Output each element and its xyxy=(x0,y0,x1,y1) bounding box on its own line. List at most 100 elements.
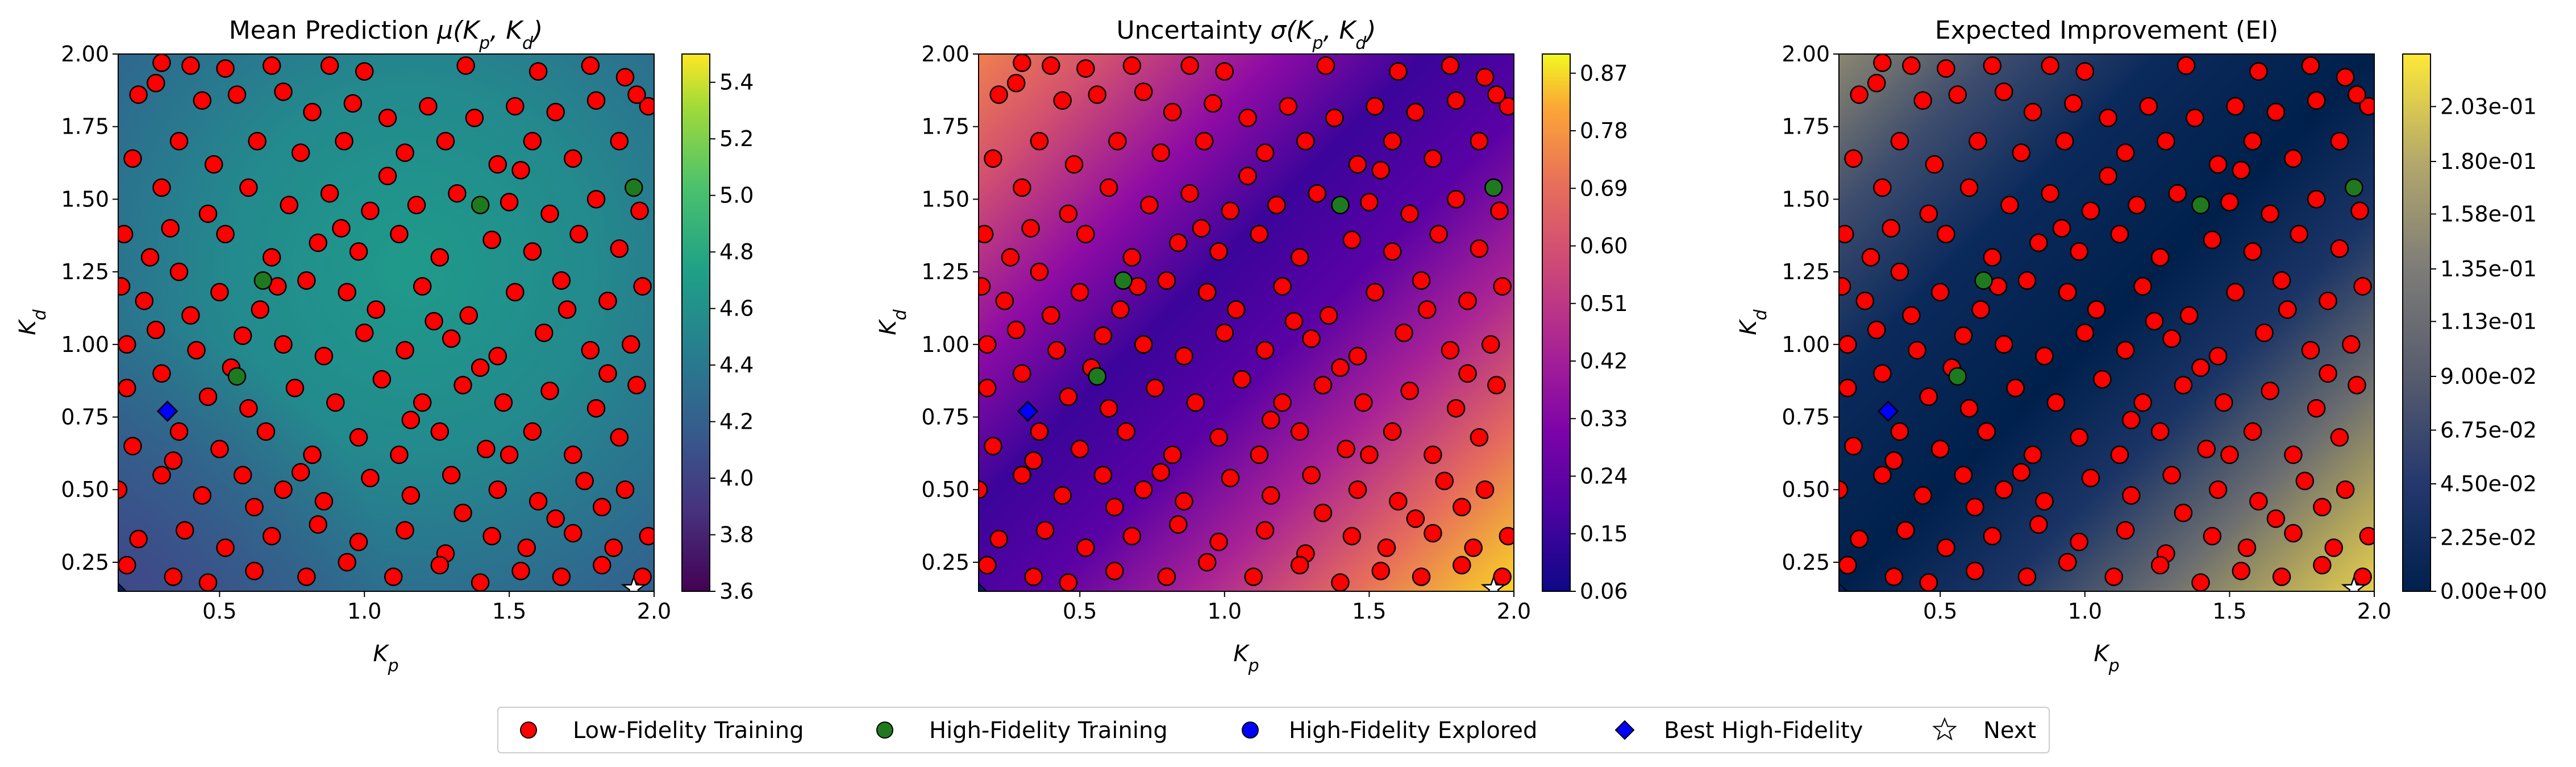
low-fidelity-point xyxy=(384,567,403,586)
low-fidelity-point xyxy=(309,515,327,534)
low-fidelity-point xyxy=(1284,312,1304,331)
low-fidelity-point xyxy=(552,271,571,290)
low-fidelity-point xyxy=(2348,376,2366,395)
high-fidelity-point xyxy=(471,196,490,214)
low-fidelity-point xyxy=(314,492,334,511)
low-fidelity-point xyxy=(1446,190,1466,209)
low-fidelity-point xyxy=(1919,573,1938,591)
low-fidelity-point xyxy=(1186,393,1205,412)
low-fidelity-point xyxy=(1163,102,1182,122)
low-fidelity-point xyxy=(1070,440,1089,458)
low-fidelity-point xyxy=(181,56,200,75)
low-fidelity-point xyxy=(1226,300,1246,319)
low-fidelity-point xyxy=(471,358,490,377)
low-fidelity-point xyxy=(1290,248,1309,267)
low-fidelity-point xyxy=(2122,486,2141,505)
low-fidelity-point xyxy=(1844,437,1863,455)
low-fidelity-point xyxy=(627,376,646,395)
colorbar-tick-label: 1.58e-01 xyxy=(2440,201,2537,226)
low-fidelity-point xyxy=(1890,262,1909,281)
low-fidelity-point xyxy=(1487,85,1506,104)
low-fidelity-point xyxy=(604,538,623,557)
y-axis-label: Kd xyxy=(1736,309,1771,335)
low-fidelity-point xyxy=(1930,440,1950,458)
low-fidelity-point xyxy=(1076,225,1095,243)
low-fidelity-point xyxy=(2150,248,2170,267)
low-fidelity-point xyxy=(581,56,600,75)
low-fidelity-point xyxy=(984,149,1002,168)
low-fidelity-point xyxy=(979,335,997,354)
low-fidelity-point xyxy=(198,387,218,407)
low-fidelity-point xyxy=(1400,382,1419,400)
low-fidelity-point xyxy=(2313,497,2332,517)
low-fidelity-point xyxy=(1884,451,1903,470)
low-fidelity-point xyxy=(459,306,478,325)
x-tick-label: 2.0 xyxy=(1497,599,1531,624)
low-fidelity-point xyxy=(1360,193,1379,212)
low-fidelity-point xyxy=(482,526,501,546)
low-fidelity-point xyxy=(1302,466,1321,484)
low-fidelity-point xyxy=(1308,184,1327,203)
low-fidelity-point xyxy=(1499,526,1514,546)
colorbar-tick-label: 0.78 xyxy=(1580,118,1628,143)
legend-marker-low-fidelity xyxy=(520,722,537,739)
low-fidelity-point xyxy=(528,492,548,511)
low-fidelity-point xyxy=(2035,346,2054,366)
low-fidelity-point xyxy=(2110,445,2129,465)
low-fidelity-point xyxy=(2070,532,2088,552)
low-fidelity-point xyxy=(1175,346,1193,366)
low-fidelity-point xyxy=(1994,82,2013,101)
low-fidelity-point xyxy=(1024,567,1043,586)
low-fidelity-point xyxy=(1059,573,1078,591)
low-fidelity-point xyxy=(1470,428,1489,447)
low-fidelity-point xyxy=(430,248,450,267)
colorbar-tick-label: 0.33 xyxy=(1580,406,1628,431)
y-tick-label: 1.75 xyxy=(61,114,109,139)
low-fidelity-point xyxy=(2261,382,2279,400)
low-fidelity-point xyxy=(2133,277,2152,296)
low-fidelity-point xyxy=(2197,440,2216,458)
best-high-fidelity-point xyxy=(1017,400,1039,422)
low-fidelity-point xyxy=(1839,277,1851,296)
low-fidelity-point xyxy=(1446,399,1466,418)
low-fidelity-point xyxy=(535,324,554,342)
low-fidelity-point xyxy=(297,271,316,290)
low-fidelity-point xyxy=(152,364,171,383)
low-fidelity-point xyxy=(1146,379,1164,397)
low-fidelity-point xyxy=(2157,131,2175,151)
low-fidelity-point xyxy=(2307,399,2326,418)
colorbar-tick-label: 4.50e-02 xyxy=(2440,471,2537,496)
low-fidelity-point xyxy=(2122,411,2141,429)
colorbar-tick-label: 5.0 xyxy=(719,183,754,208)
low-fidelity-point xyxy=(575,471,594,491)
low-fidelity-point xyxy=(2150,555,2170,575)
low-fidelity-point xyxy=(1930,283,1950,302)
colorbar xyxy=(1542,53,1571,592)
low-fidelity-point xyxy=(506,283,525,302)
low-fidelity-point xyxy=(2249,62,2268,81)
low-fidelity-point xyxy=(979,379,997,397)
low-fidelity-point xyxy=(1331,573,1350,591)
low-fidelity-point xyxy=(181,306,200,325)
y-axis-label: Kd xyxy=(875,309,910,335)
low-fidelity-point xyxy=(343,94,363,113)
low-fidelity-point xyxy=(1325,109,1344,127)
low-fidelity-point xyxy=(152,178,171,197)
legend-label-high-fidelity: High-Fidelity Training xyxy=(929,718,1168,744)
y-tick-label: 0.50 xyxy=(1782,477,1830,502)
x-tick-label: 1.0 xyxy=(347,599,381,624)
low-fidelity-point xyxy=(262,56,281,75)
low-fidelity-point xyxy=(118,555,136,575)
low-fidelity-point xyxy=(511,161,530,180)
low-fidelity-point xyxy=(1412,567,1431,586)
low-fidelity-point xyxy=(2006,379,2025,397)
low-fidelity-point xyxy=(123,149,142,168)
low-fidelity-point xyxy=(1861,248,1880,267)
legend-frame xyxy=(497,707,2050,753)
low-fidelity-point xyxy=(442,329,461,348)
low-fidelity-point xyxy=(2301,56,2320,75)
low-fidelity-point xyxy=(1006,73,1026,93)
x-tick-label: 0.5 xyxy=(1063,599,1097,624)
low-fidelity-point xyxy=(639,526,654,546)
low-fidelity-point xyxy=(1030,422,1049,441)
